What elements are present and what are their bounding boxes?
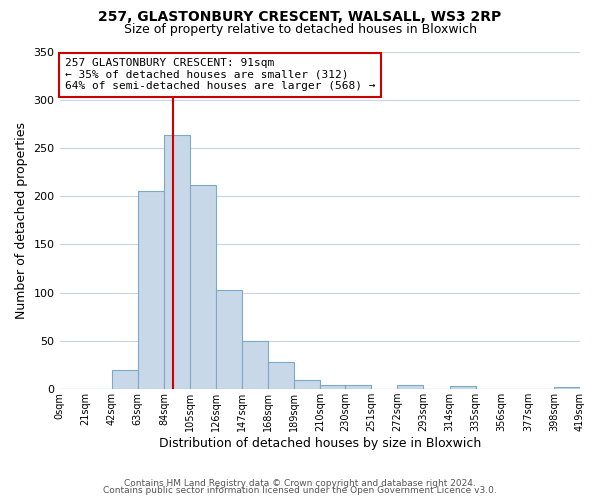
- Bar: [320, 386, 345, 389]
- Bar: [345, 386, 371, 389]
- Text: 257 GLASTONBURY CRESCENT: 91sqm
← 35% of detached houses are smaller (312)
64% o: 257 GLASTONBURY CRESCENT: 91sqm ← 35% of…: [65, 58, 375, 92]
- Bar: [242, 341, 268, 389]
- Text: 257, GLASTONBURY CRESCENT, WALSALL, WS3 2RP: 257, GLASTONBURY CRESCENT, WALSALL, WS3 …: [98, 10, 502, 24]
- Bar: [295, 380, 320, 389]
- Bar: [216, 290, 242, 389]
- Bar: [554, 387, 580, 389]
- Text: Contains HM Land Registry data © Crown copyright and database right 2024.: Contains HM Land Registry data © Crown c…: [124, 478, 476, 488]
- Bar: [164, 136, 190, 389]
- Bar: [190, 184, 216, 389]
- Bar: [449, 386, 476, 389]
- Y-axis label: Number of detached properties: Number of detached properties: [15, 122, 28, 319]
- Bar: [138, 192, 164, 389]
- Text: Contains public sector information licensed under the Open Government Licence v3: Contains public sector information licen…: [103, 486, 497, 495]
- Bar: [112, 370, 138, 389]
- Bar: [397, 386, 424, 389]
- X-axis label: Distribution of detached houses by size in Bloxwich: Distribution of detached houses by size …: [158, 437, 481, 450]
- Text: Size of property relative to detached houses in Bloxwich: Size of property relative to detached ho…: [124, 22, 476, 36]
- Bar: [268, 362, 295, 389]
